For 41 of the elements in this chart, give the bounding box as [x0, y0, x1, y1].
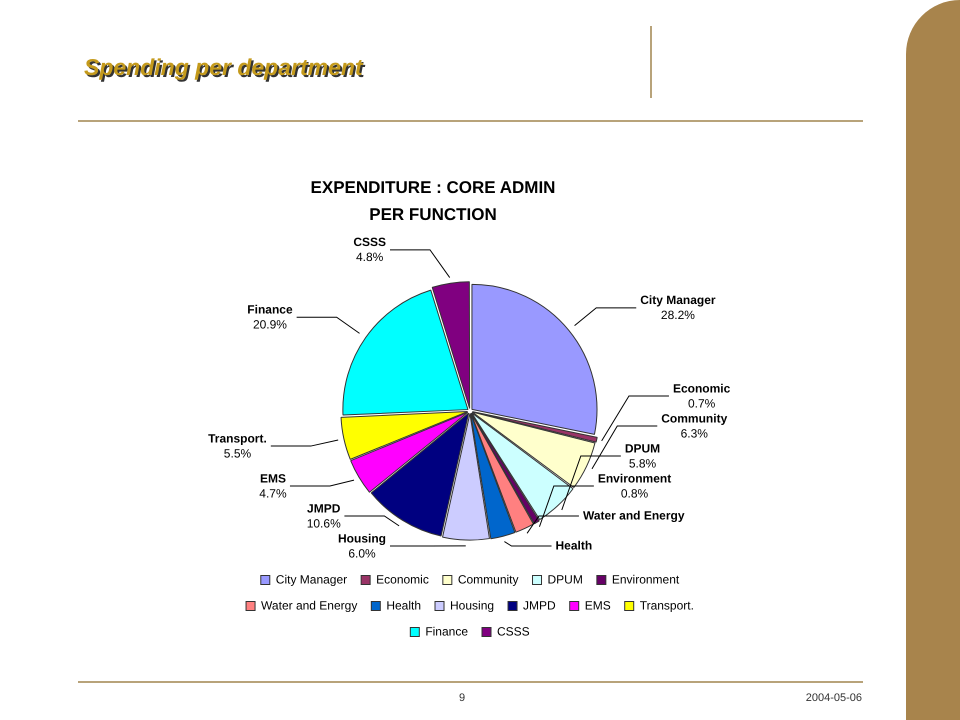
data-label: 20.9% [252, 318, 288, 332]
data-label: 4.8% [356, 250, 384, 264]
chart-subtitle: EXPENDITURE : CORE ADMIN PER FUNCTION [310, 177, 556, 226]
data-label: 6.3% [680, 426, 708, 440]
legend-label: CSSS [497, 624, 530, 638]
data-label: 10.6% [306, 516, 342, 530]
legend-label: Community [458, 572, 519, 586]
slice-label: CSSS [353, 235, 386, 250]
slice-label: Community [661, 411, 728, 426]
data-label: 4.7% [259, 486, 287, 500]
slice-label: Housing [338, 531, 386, 546]
slice-label: Environment [598, 471, 672, 486]
data-label: 0.7% [688, 396, 716, 410]
slice-label: DPUM [624, 441, 660, 456]
legend-label: Environment [612, 572, 680, 586]
slice-label: Economic [672, 381, 731, 396]
legend-label: Economic [376, 572, 429, 586]
chart-title: Spending per department [84, 54, 363, 81]
slice-label: Finance [247, 302, 293, 317]
legend-label: Health [386, 598, 422, 612]
legend-label: EMS [584, 598, 611, 612]
legend-label: Transport. [640, 598, 694, 612]
slice-label: Transport. [208, 431, 267, 446]
legend-label: Water and Energy [261, 598, 358, 612]
data-label: 5.5% [224, 446, 252, 460]
legend-label: Housing [450, 598, 494, 612]
data-label: 6.0% [348, 546, 376, 560]
data-label: 0.8% [620, 486, 649, 500]
text: 2004-05-06 [804, 692, 862, 704]
slice-label: Health [556, 538, 592, 552]
text: 9 [458, 692, 466, 704]
legend-label: DPUM [548, 572, 583, 586]
data-label: 5.8% [628, 456, 656, 470]
slice-label: EMS [260, 471, 286, 486]
legend-label: JMPD [523, 598, 556, 612]
legend-label: City Manager [276, 572, 348, 586]
slice-label: City Manager [640, 293, 716, 308]
slice-label: JMPD [307, 501, 341, 516]
legend-label: Finance [425, 624, 468, 638]
data-label: 28.2% [660, 308, 696, 322]
slice-label: Water and Energy [582, 508, 685, 522]
